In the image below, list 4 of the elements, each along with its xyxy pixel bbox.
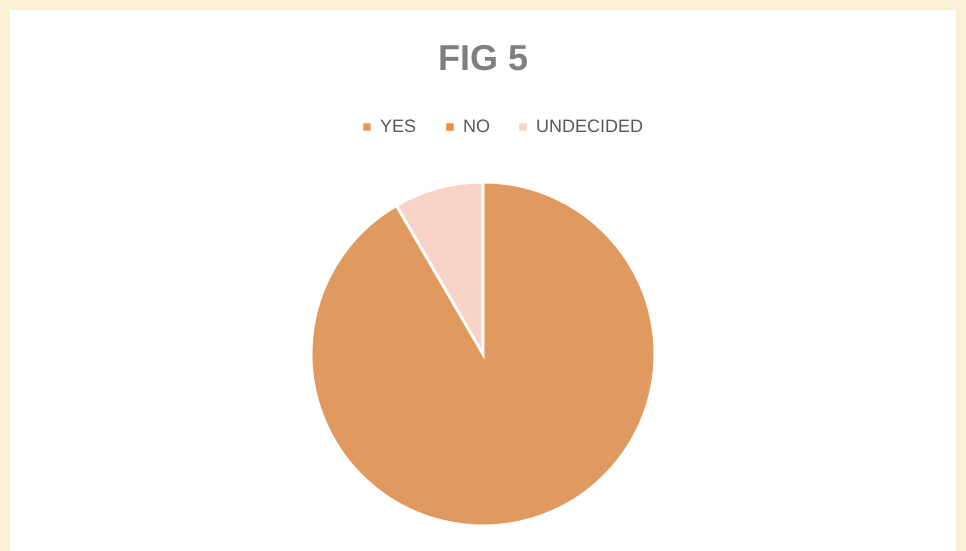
legend-label: UNDECIDED (536, 116, 644, 136)
legend-label: NO (463, 116, 490, 136)
legend-label: YES (380, 116, 416, 136)
chart-title: FIG 5 (438, 37, 528, 78)
